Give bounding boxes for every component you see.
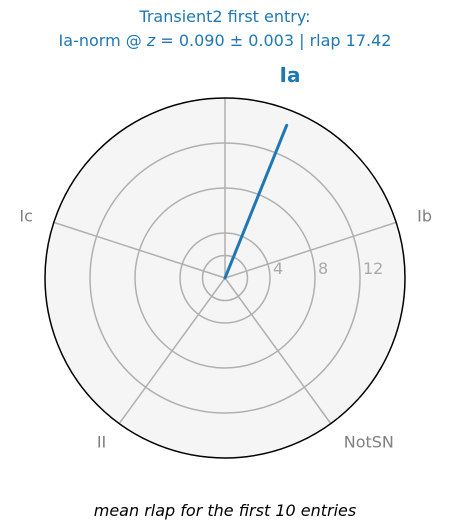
category-label-ii: II — [97, 432, 106, 451]
category-label-ib: Ib — [417, 207, 432, 226]
chart-caption: mean rlap for the first 10 entries — [94, 501, 356, 520]
spoke-notsn — [224, 277, 332, 425]
chart-title-suffix: = 0.090 ± 0.003 | rlap 17.42 — [155, 31, 391, 50]
polar-outline — [44, 97, 406, 459]
r-tick-label-4: 4 — [273, 259, 283, 278]
chart-title-line-2: Ia-norm @ z = 0.090 ± 0.003 | rlap 17.42 — [59, 31, 392, 50]
series-line-ia — [223, 123, 289, 280]
chart-title-z-symbol: z — [146, 31, 156, 50]
category-label-ic: Ic — [19, 207, 33, 226]
r-tick-label-8: 8 — [318, 259, 328, 278]
chart-title-prefix: Ia-norm @ — [59, 31, 147, 50]
spoke-ic — [53, 221, 226, 279]
spoke-ii — [118, 277, 226, 425]
category-label-ia: Ia — [280, 63, 301, 87]
chart-title-line-1: Transient2 first entry: — [138, 7, 310, 26]
spoke-ib — [224, 221, 397, 279]
polar-plot-area: 4 8 12 Ia Ib NotSN II Ic — [19, 63, 432, 459]
category-label-notsn: NotSN — [344, 432, 394, 451]
r-tick-label-12: 12 — [363, 259, 383, 278]
